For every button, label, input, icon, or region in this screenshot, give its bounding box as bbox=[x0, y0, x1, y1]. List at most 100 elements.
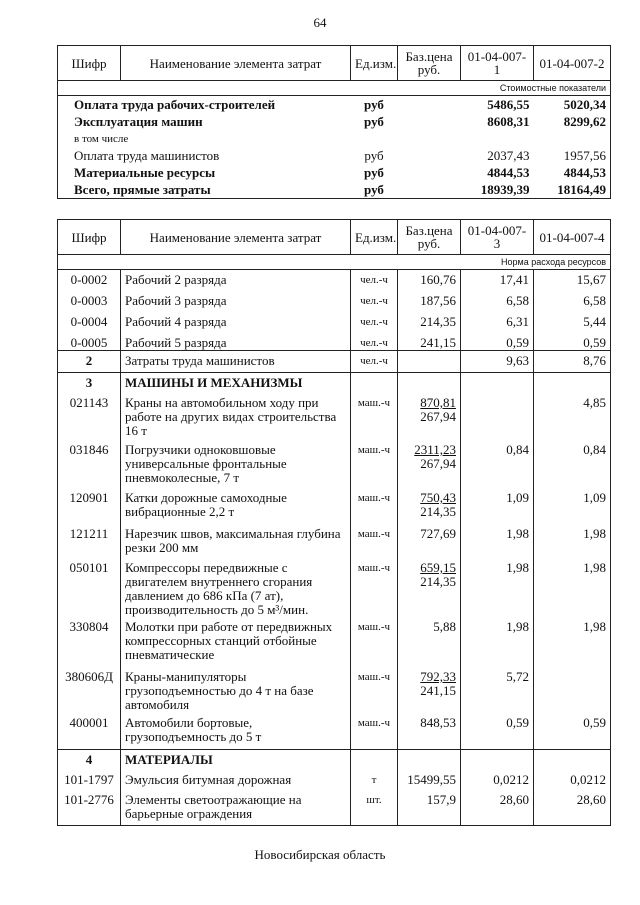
unit: чел.-ч bbox=[350, 350, 398, 373]
cost-element-name: Эксплуатация машин bbox=[74, 113, 203, 129]
value-col3: 0,0212 bbox=[460, 770, 534, 790]
table-row: 0-0005 Рабочий 5 разряда чел.-ч 241,15 0,59 0… bbox=[57, 333, 611, 351]
resource-code: 380606Д bbox=[57, 667, 121, 713]
value-col3 bbox=[460, 393, 534, 440]
column-header: 01-04-007-4 bbox=[533, 219, 611, 255]
price-value: 727,69 bbox=[420, 526, 456, 541]
unit: чел.-ч bbox=[350, 312, 398, 333]
table-row: 101-1797 Эмульсия битумная дорожная т 15499… bbox=[57, 770, 611, 790]
unit: чел.-ч bbox=[350, 291, 398, 312]
price-value: 750,43 bbox=[420, 490, 456, 505]
resource-name: Краны-манипуляторы грузоподъемностью до … bbox=[120, 667, 351, 713]
column-header: Баз.цена руб. bbox=[397, 219, 461, 255]
price-secondary: 214,35 bbox=[420, 574, 456, 589]
resource-name: Рабочий 3 разряда bbox=[120, 291, 351, 312]
value-col2: 8299,62 bbox=[563, 113, 606, 129]
subheader-row: Норма расхода ресурсов bbox=[57, 254, 611, 270]
table-row: Всего, прямые затраты руб 18939,39 18164,49 bbox=[58, 181, 611, 199]
footer-region: Новосибирская область bbox=[254, 847, 386, 862]
value-col3: 0,84 bbox=[460, 440, 534, 488]
unit: чел.-ч bbox=[350, 333, 398, 351]
value-col2 bbox=[534, 130, 611, 147]
base-price bbox=[398, 147, 461, 164]
resource-name: Молотки при работе от передвижных компре… bbox=[120, 617, 351, 667]
cost-element-name: Материальные ресурсы bbox=[74, 164, 216, 180]
base-price bbox=[398, 113, 461, 130]
price-value: 792,33 bbox=[420, 669, 456, 684]
table-row: Оплата труда машинистов руб 2037,43 1957,56 bbox=[58, 147, 611, 164]
resource-norms-table: Шифр Наименование элемента затрат Ед.изм. Б… bbox=[57, 219, 611, 826]
value-col2: 1957,56 bbox=[563, 147, 606, 163]
unit: руб bbox=[364, 164, 384, 180]
table-row: 2 Затраты труда машинистов чел.-ч 9,63 8,76 bbox=[57, 350, 611, 373]
base-price: 15499,55 bbox=[397, 770, 461, 790]
column-header: Ед.изм. bbox=[350, 219, 398, 255]
table-row: 120901 Катки дорожные самоходные вибрацио… bbox=[57, 488, 611, 524]
base-price: 727,69 bbox=[397, 524, 461, 558]
value-col4 bbox=[533, 667, 611, 713]
resource-name: МАШИНЫ И МЕХАНИЗМЫ bbox=[120, 372, 351, 393]
unit: руб bbox=[364, 113, 384, 129]
value-col3: 6,58 bbox=[460, 291, 534, 312]
resource-code: 3 bbox=[57, 372, 121, 393]
resource-code: 0-0005 bbox=[57, 333, 121, 351]
value-col1: 18939,39 bbox=[480, 181, 530, 197]
table-row: 101-2776 Элементы светоотражающие на барь… bbox=[57, 790, 611, 826]
subheader-label: Норма расхода ресурсов bbox=[57, 254, 611, 270]
table-row: 3 МАШИНЫ И МЕХАНИЗМЫ bbox=[57, 372, 611, 393]
value-col1: 8608,31 bbox=[487, 113, 530, 129]
resource-name: МАТЕРИАЛЫ bbox=[120, 749, 351, 770]
resource-code: 101-2776 bbox=[57, 790, 121, 826]
column-header: 01-04-007-1 bbox=[460, 45, 534, 81]
resource-name: Катки дорожные самоходные вибрационные 2… bbox=[120, 488, 351, 524]
resource-name: Рабочий 4 разряда bbox=[120, 312, 351, 333]
resource-name: Рабочий 5 разряда bbox=[120, 333, 351, 351]
resource-name: Элементы светоотражающие на барьерные ог… bbox=[120, 790, 351, 826]
value-col4: 0,59 bbox=[533, 713, 611, 750]
resource-name: Краны на автомобильном ходу при работе н… bbox=[120, 393, 351, 440]
subheader-label: Стоимостные показатели bbox=[57, 80, 611, 96]
base-price: 157,9 bbox=[397, 790, 461, 826]
base-price bbox=[397, 749, 461, 770]
resource-name: Компрессоры передвижные с двигателем вну… bbox=[120, 558, 351, 617]
value-col4 bbox=[533, 372, 611, 393]
unit: маш.-ч bbox=[350, 617, 398, 667]
base-price bbox=[397, 350, 461, 373]
value-col1: 4844,53 bbox=[487, 164, 530, 180]
unit: т bbox=[350, 770, 398, 790]
unit bbox=[351, 130, 398, 147]
value-col4: 28,60 bbox=[533, 790, 611, 826]
unit: маш.-ч bbox=[350, 558, 398, 617]
value-col3 bbox=[460, 749, 534, 770]
table-row: Материальные ресурсы руб 4844,53 4844,53 bbox=[58, 164, 611, 181]
unit: маш.-ч bbox=[350, 488, 398, 524]
table-row: 380606Д Краны-манипуляторы грузоподъемнос… bbox=[57, 667, 611, 713]
value-col3 bbox=[460, 372, 534, 393]
resource-name: Погрузчики одноковшовые универсальные фр… bbox=[120, 440, 351, 488]
resource-code: 2 bbox=[57, 350, 121, 373]
price-value: 2311,23 bbox=[414, 442, 456, 457]
price-secondary: 241,15 bbox=[420, 683, 456, 698]
table-row: 021143 Краны на автомобильном ходу при ра… bbox=[57, 393, 611, 440]
value-col3: 17,41 bbox=[460, 269, 534, 291]
value-col3: 9,63 bbox=[460, 350, 534, 373]
value-col2: 4844,53 bbox=[563, 164, 606, 180]
price-value: 848,53 bbox=[420, 715, 456, 730]
resource-code: 101-1797 bbox=[57, 770, 121, 790]
unit bbox=[350, 749, 398, 770]
cost-element-name: в том числе bbox=[74, 132, 129, 145]
resource-name: Нарезчик швов, максимальная глубина резк… bbox=[120, 524, 351, 558]
column-header: Наименование элемента затрат bbox=[120, 45, 351, 81]
table-row: 0-0003 Рабочий 3 разряда чел.-ч 187,56 6,58 6… bbox=[57, 291, 611, 312]
resource-name: Автомобили бортовые, грузоподъемность до… bbox=[120, 713, 351, 750]
column-header: Шифр bbox=[57, 219, 121, 255]
value-col3: 6,31 bbox=[460, 312, 534, 333]
table-row: 0-0004 Рабочий 4 разряда чел.-ч 214,35 6,31 5… bbox=[57, 312, 611, 333]
resource-code: 021143 bbox=[57, 393, 121, 440]
value-col1: 2037,43 bbox=[487, 147, 530, 163]
column-header: Наименование элемента затрат bbox=[120, 219, 351, 255]
value-col2: 18164,49 bbox=[557, 181, 606, 197]
base-price bbox=[398, 96, 461, 114]
value-col4: 8,76 bbox=[533, 350, 611, 373]
value-col4: 15,67 bbox=[533, 269, 611, 291]
